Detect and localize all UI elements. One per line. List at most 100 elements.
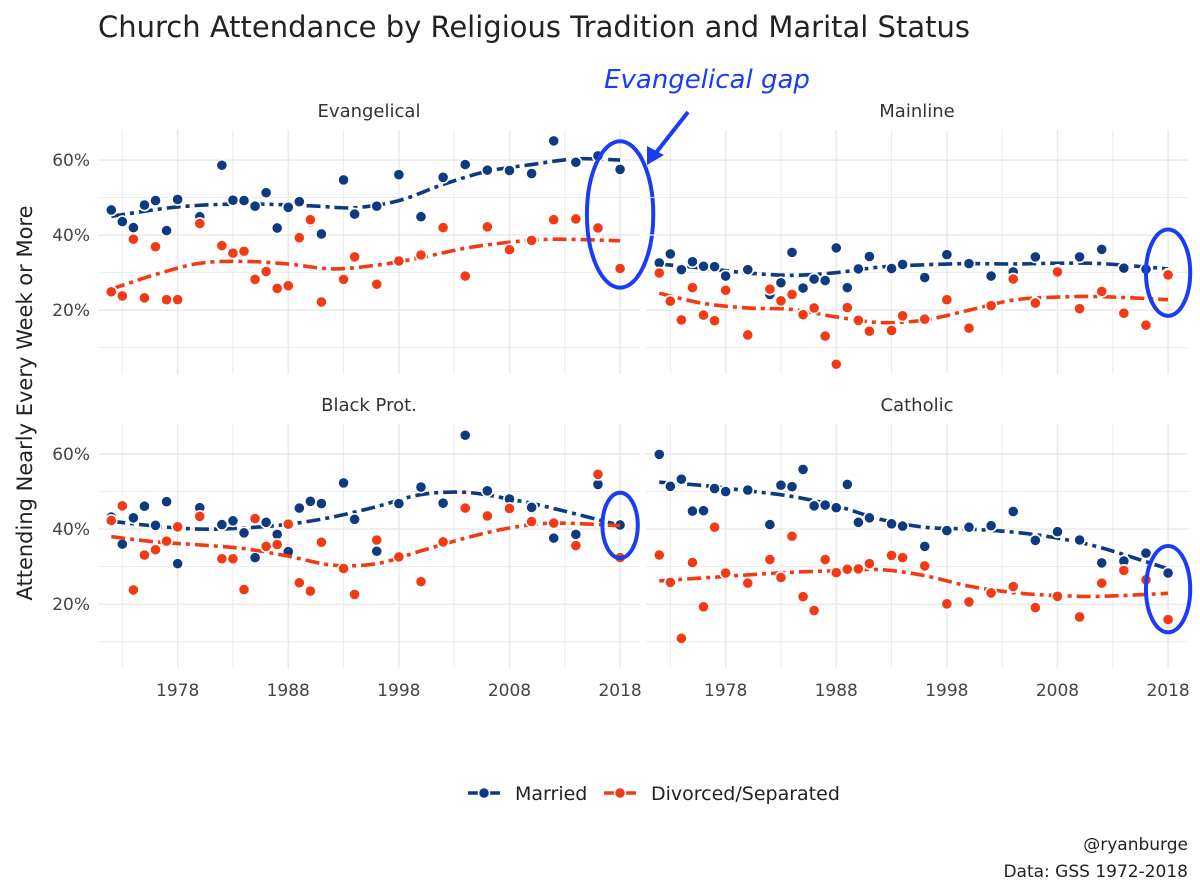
data-point-married bbox=[708, 260, 721, 274]
data-point-divorced bbox=[1051, 265, 1064, 279]
data-point-divorced bbox=[215, 552, 229, 566]
caption-source: Data: GSS 1972-2018 bbox=[1003, 862, 1188, 882]
data-point-divorced bbox=[1161, 613, 1175, 626]
data-point-married bbox=[863, 250, 876, 263]
data-point-divorced bbox=[1117, 564, 1131, 577]
data-point-divorced bbox=[818, 553, 832, 566]
data-point-married bbox=[708, 482, 721, 495]
data-point-divorced bbox=[348, 250, 362, 264]
data-point-married bbox=[292, 195, 306, 209]
legend-divorced-marker bbox=[613, 786, 627, 800]
data-point-divorced bbox=[940, 597, 954, 611]
data-point-married bbox=[741, 483, 755, 497]
data-point-married bbox=[315, 497, 328, 510]
series-married bbox=[104, 428, 627, 571]
x-tick-label: 1978 bbox=[156, 681, 199, 701]
series-divorced bbox=[652, 520, 1175, 645]
data-point-divorced bbox=[569, 539, 583, 553]
data-point-divorced bbox=[480, 220, 494, 234]
data-point-divorced bbox=[547, 516, 561, 530]
data-point-divorced bbox=[686, 281, 699, 295]
data-point-married bbox=[962, 520, 976, 534]
data-point-married bbox=[569, 155, 583, 169]
data-point-divorced bbox=[851, 562, 865, 576]
data-point-divorced bbox=[1095, 285, 1109, 298]
data-point-married bbox=[796, 463, 810, 476]
data-point-divorced bbox=[840, 562, 854, 576]
data-point-divorced bbox=[226, 246, 240, 260]
data-point-divorced bbox=[829, 566, 843, 580]
data-point-divorced bbox=[1006, 580, 1020, 593]
data-point-married bbox=[237, 194, 251, 207]
data-point-divorced bbox=[818, 329, 832, 343]
data-point-divorced bbox=[292, 576, 306, 590]
data-point-divorced bbox=[896, 551, 910, 565]
data-point-divorced bbox=[708, 520, 721, 534]
data-point-divorced bbox=[796, 308, 810, 322]
data-point-divorced bbox=[270, 538, 284, 551]
data-point-divorced bbox=[1051, 589, 1064, 603]
trend-line-divorced bbox=[659, 567, 1169, 599]
annotation-group: Evangelical gap bbox=[604, 65, 810, 165]
data-point-divorced bbox=[171, 520, 185, 534]
data-point-divorced bbox=[414, 248, 428, 262]
data-point-divorced bbox=[719, 566, 733, 580]
data-point-divorced bbox=[851, 313, 865, 327]
y-tick-label: 60% bbox=[52, 445, 90, 465]
x-tick-label: 1978 bbox=[704, 681, 747, 701]
data-point-divorced bbox=[763, 553, 777, 566]
data-point-married bbox=[818, 498, 832, 512]
trend-line-divorced bbox=[111, 521, 621, 568]
data-point-married bbox=[392, 497, 406, 510]
data-point-married bbox=[138, 499, 151, 513]
data-point-married bbox=[248, 199, 262, 213]
data-point-divorced bbox=[652, 548, 666, 562]
data-point-divorced bbox=[281, 279, 295, 293]
data-point-married bbox=[414, 210, 428, 224]
y-tick-label: 60% bbox=[52, 151, 90, 171]
data-point-married bbox=[896, 257, 910, 271]
legend-married-label: Married bbox=[515, 783, 587, 805]
data-point-married bbox=[126, 511, 140, 525]
data-point-married bbox=[851, 262, 865, 276]
data-point-divorced bbox=[104, 514, 118, 527]
data-point-married bbox=[115, 537, 129, 551]
data-point-divorced bbox=[414, 575, 428, 589]
highlight-ellipse bbox=[600, 490, 640, 561]
data-point-married bbox=[226, 514, 240, 528]
facet-label-mainline: Mainline bbox=[879, 101, 954, 122]
x-tick-label: 1998 bbox=[377, 681, 420, 701]
data-point-divorced bbox=[436, 221, 450, 234]
data-point-divorced bbox=[370, 277, 384, 291]
data-point-married bbox=[480, 163, 494, 177]
annotation-arrow bbox=[653, 110, 690, 156]
data-point-married bbox=[160, 495, 173, 509]
data-point-married bbox=[918, 539, 932, 553]
data-point-divorced bbox=[591, 221, 605, 235]
data-point-married bbox=[215, 158, 229, 172]
data-point-divorced bbox=[138, 291, 151, 305]
data-point-married bbox=[918, 271, 932, 284]
data-point-married bbox=[1028, 533, 1042, 547]
data-point-divorced bbox=[215, 239, 229, 253]
data-point-divorced bbox=[1006, 272, 1020, 286]
data-point-divorced bbox=[741, 328, 755, 342]
data-point-married bbox=[337, 476, 350, 490]
data-point-married bbox=[503, 164, 516, 177]
data-point-divorced bbox=[149, 543, 162, 557]
data-point-married bbox=[248, 551, 262, 565]
data-point-divorced bbox=[458, 501, 472, 515]
data-point-married bbox=[370, 544, 384, 558]
data-point-married bbox=[785, 245, 799, 259]
data-point-divorced bbox=[962, 321, 976, 335]
data-point-married bbox=[149, 518, 162, 532]
data-point-divorced bbox=[863, 324, 876, 338]
data-point-married bbox=[829, 501, 843, 515]
data-point-divorced bbox=[591, 467, 605, 481]
trend-line-divorced bbox=[110, 237, 621, 291]
data-point-married bbox=[885, 262, 898, 275]
data-point-divorced bbox=[663, 576, 677, 589]
data-point-married bbox=[569, 527, 583, 541]
data-point-married bbox=[962, 257, 976, 271]
